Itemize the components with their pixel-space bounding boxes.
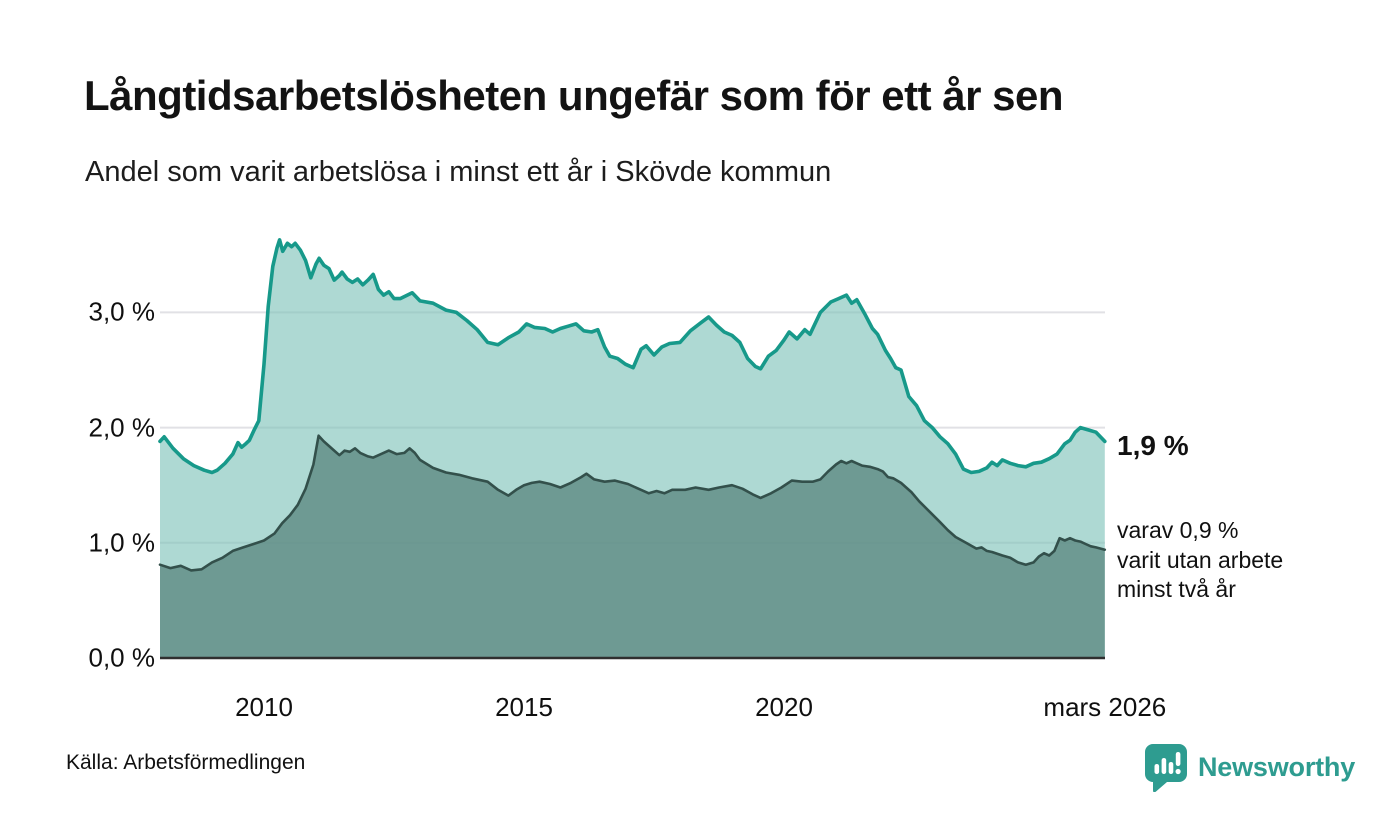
source-note: Källa: Arbetsförmedlingen xyxy=(66,751,306,774)
logo-bar-medium xyxy=(1168,762,1174,774)
y-tick-label: 1,0 % xyxy=(88,527,156,558)
two-year-share-note: varav 0,9 % varit utan arbete minst två år xyxy=(1117,516,1283,605)
latest-value-label: 1,9 % xyxy=(1117,430,1189,461)
two-year-note-line: varit utan arbete xyxy=(1117,546,1284,573)
x-tick-label: mars 2026 xyxy=(1043,692,1167,722)
line-series-1 xyxy=(158,238,1107,475)
y-tick-label: 0,0 % xyxy=(88,642,156,673)
two-year-note-line: varav 0,9 % xyxy=(1117,517,1239,543)
logo-bar-tall xyxy=(1161,758,1167,774)
newsworthy-logo: Newsworthy xyxy=(1143,742,1355,792)
newsworthy-wordmark: Newsworthy xyxy=(1198,751,1356,782)
y-tick-label: 3,0 % xyxy=(88,296,156,327)
x-tick-label: 2010 xyxy=(235,692,293,722)
logo-exclamation-bar xyxy=(1175,752,1181,766)
logo-exclamation-dot xyxy=(1175,768,1181,775)
line-series-2 xyxy=(158,434,1107,572)
area-fill-series-2 xyxy=(160,435,1105,658)
logo-bar-short xyxy=(1154,764,1160,774)
newsworthy-bar-chart-bubble-icon xyxy=(1145,744,1187,792)
y-tick-label: 2,0 % xyxy=(88,412,156,443)
x-tick-label: 2020 xyxy=(755,692,813,722)
page-title: Långtidsarbetslösheten ungefär som för e… xyxy=(84,72,1064,119)
x-tick-label: 2015 xyxy=(495,692,553,722)
two-year-note-line: minst två år xyxy=(1117,576,1236,602)
chart-subtitle: Andel som varit arbetslösa i minst ett å… xyxy=(85,156,832,188)
